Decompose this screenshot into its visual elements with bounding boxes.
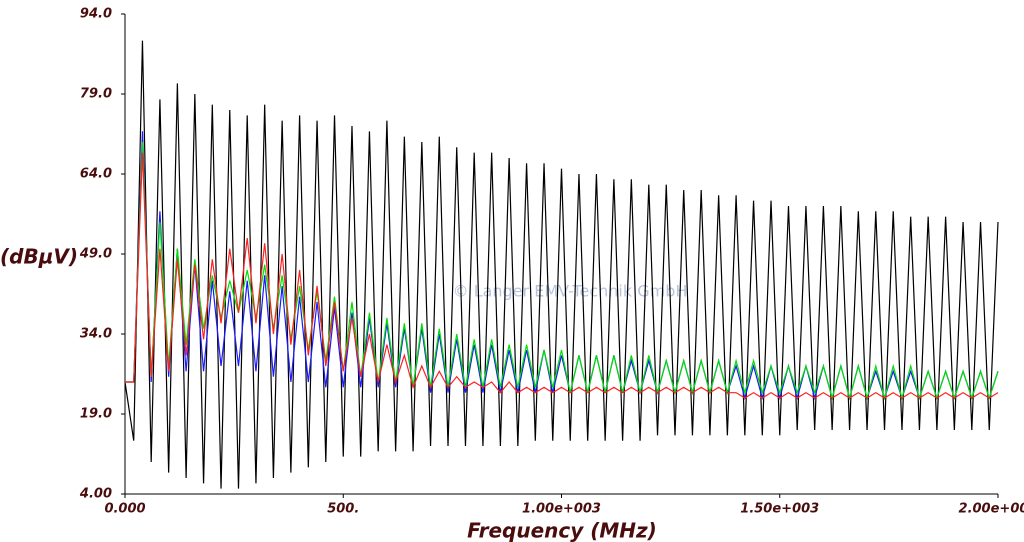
watermark: © Langer EMV-Technik GmbH	[453, 282, 688, 301]
series-line	[124, 40, 999, 489]
y-tick-label: 94.0	[80, 7, 112, 22]
x-tick-label: 1.00e+003	[522, 502, 601, 517]
y-tick-label: 19.0	[80, 407, 112, 422]
y-tick-label: 64.0	[80, 167, 112, 182]
y-axis-title: (dBµV)	[0, 245, 78, 269]
x-tick-label: 0.000	[104, 502, 145, 517]
x-tick-label: 1.50e+003	[740, 502, 819, 517]
y-tick-label: 34.0	[80, 327, 112, 342]
y-tick-label: 79.0	[80, 87, 112, 102]
x-tick-label: 500.	[327, 502, 359, 517]
x-axis-title: Frequency (MHz)	[467, 519, 657, 542]
y-tick-label: 49.0	[79, 247, 112, 262]
y-tick-label: 4.00	[79, 487, 112, 502]
series-line	[125, 152, 999, 399]
x-tick-label: 2.00e+003	[959, 502, 1024, 517]
